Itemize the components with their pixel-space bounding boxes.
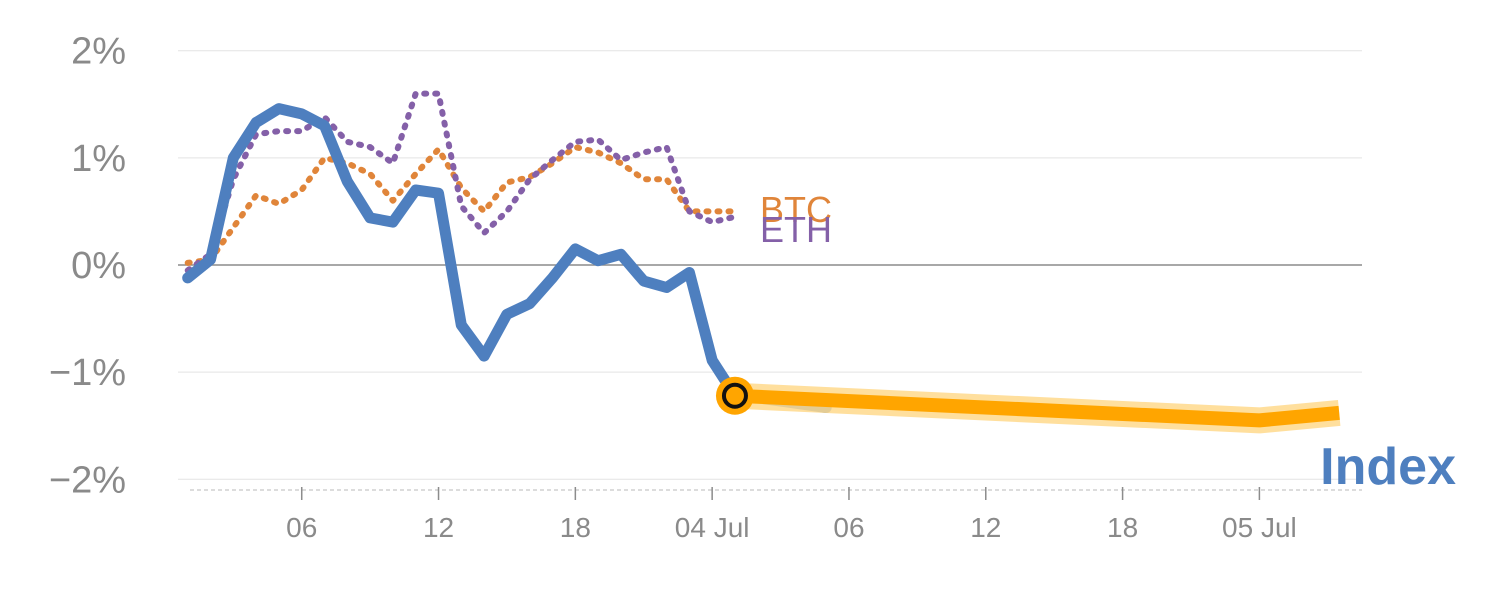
y-tick-label: −1% [49,352,126,394]
grid-layer [178,50,1362,480]
x-tick-label: 18 [1107,512,1138,543]
y-tick-label: 2% [71,31,126,73]
forecast-line [734,388,1340,428]
x-tick-label: 04 Jul [675,512,750,543]
y-tick-label: −2% [49,459,126,501]
series-layer [182,90,1341,434]
y-tick-label: 1% [71,138,126,180]
y-tick-label: 0% [71,245,126,287]
eth-series-label: ETH [760,209,832,250]
x-tick-label: 18 [560,512,591,543]
x-tick-label: 06 [286,512,317,543]
x-tick-label: 12 [970,512,1001,543]
index-series-label: Index [1320,438,1456,496]
btc-series-line [184,144,738,266]
eth-series-line [184,90,738,274]
btc-series-label: BTC [760,189,832,230]
label-layer: BTC ETH Index [760,189,1456,496]
index-series-line [182,103,832,413]
x-tick-label: 05 Jul [1222,512,1297,543]
axis-layer: 2% 1% 0% −1% −2% 06 12 18 04 Jul 06 12 18 05 Jul [49,31,1362,543]
x-tick-label: 06 [833,512,864,543]
current-value-marker [721,382,748,409]
x-tick-label: 12 [423,512,454,543]
